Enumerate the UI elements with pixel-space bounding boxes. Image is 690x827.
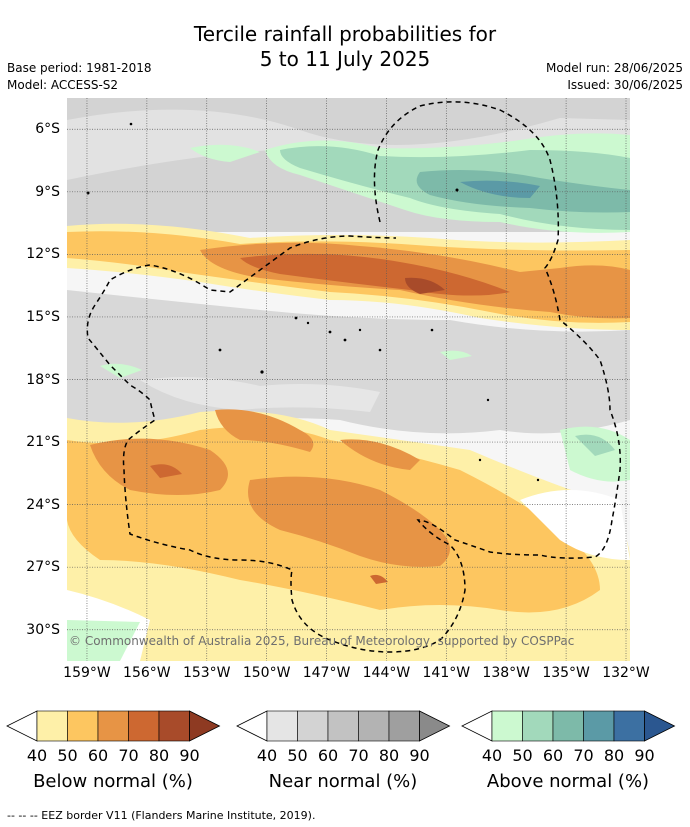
colorbar-tick-label: 50 (287, 746, 308, 765)
colorbar-extend-low (236, 710, 268, 742)
lat-label: 21°S (26, 434, 60, 451)
colorbar-swatch (266, 710, 298, 742)
colorbar-tick-label: 50 (57, 746, 78, 765)
lat-label: 6°S (35, 121, 60, 138)
run-info-right: Model run: 28/06/2025 Issued: 30/06/2025 (546, 60, 683, 94)
colorbar-extend-high (644, 710, 676, 742)
colorbar-extend-high (419, 710, 451, 742)
colorbar-title-above: Above normal (%) (486, 771, 650, 792)
title-line-1: Tercile rainfall probabilities for (193, 22, 497, 46)
colorbar-swatch (388, 710, 420, 742)
lon-label: 156°W (123, 665, 171, 681)
run-info-left: Base period: 1981-2018 Model: ACCESS-S2 (7, 60, 152, 94)
lat-label: 18°S (26, 371, 60, 388)
colorbar-extend-low (461, 710, 493, 742)
white-gap-south-east (520, 490, 630, 560)
below-normal-south-70 (150, 464, 182, 478)
colorbar-tick-label: 40 (26, 746, 48, 765)
islands (86, 122, 540, 482)
eez-border (86, 101, 622, 653)
above-normal-south-west (67, 620, 140, 661)
colorbar-swatch (128, 710, 160, 742)
colorbar-swatch (358, 710, 390, 742)
colorbar-swatch (613, 710, 645, 742)
colorbar-tick-label: 50 (512, 746, 533, 765)
below-normal-band-80 (405, 277, 445, 294)
colorbar-title-below: Below normal (%) (33, 771, 193, 792)
lon-label: 138°W (482, 665, 531, 681)
map-title: Tercile rainfall probabilities for 5 to … (0, 22, 690, 72)
colorbar-swatch (583, 710, 615, 742)
lon-label: 159°W (63, 665, 111, 681)
lat-label: 30°S (26, 621, 60, 638)
lon-label: 147°W (302, 665, 351, 681)
colorbar-near-normal (236, 710, 451, 742)
colorbar-swatch (158, 710, 190, 742)
colorbar-tick-label: 90 (409, 746, 430, 765)
lon-label: 132°W (602, 665, 650, 681)
colorbar-tick-label: 80 (603, 746, 625, 765)
eez-legend: -- -- -- EEZ border V11 (Flanders Marine… (7, 809, 316, 822)
copyright-notice: © Commonwealth of Australia 2025, Bureau… (69, 634, 575, 648)
colorbar-swatch (491, 710, 523, 742)
colorbar-above-normal (461, 710, 676, 742)
colorbar-tick-label: 60 (317, 746, 339, 765)
colorbar-tick-label: 70 (348, 746, 369, 765)
below-normal-south-60-patch (340, 439, 420, 470)
below-normal-south-60-central (248, 476, 450, 567)
issued-date: Issued: 30/06/2025 (567, 78, 683, 92)
above-normal-small-2 (440, 350, 472, 360)
colorbar-swatch (297, 710, 329, 742)
colorbar-tick-label: 70 (573, 746, 594, 765)
below-normal-south-60-north (215, 409, 314, 452)
lat-label: 9°S (35, 183, 60, 200)
colorbar-below-normal (6, 710, 221, 742)
colorbar-swatch (552, 710, 584, 742)
below-normal-band-70 (240, 253, 510, 296)
lon-label: 144°W (362, 665, 411, 681)
lon-label: 153°W (182, 665, 231, 681)
model-run-date: Model run: 28/06/2025 (545, 61, 683, 75)
lat-label: 15°S (26, 308, 60, 325)
colorbar-extend-high (189, 710, 221, 742)
colorbar-tick-label: 60 (87, 746, 109, 765)
colorbar-tick-label: 70 (118, 746, 139, 765)
colorbar-extend-low (6, 710, 38, 742)
above-normal-east-50 (575, 434, 615, 456)
lat-label: 27°S (26, 559, 60, 576)
colorbar-tick-label: 60 (542, 746, 564, 765)
colorbar-swatch (67, 710, 99, 742)
base-period: Base period: 1981-2018 (7, 61, 152, 75)
colorbar-swatch (522, 710, 554, 742)
below-normal-south-70-patch (370, 574, 388, 584)
above-normal-small-1 (100, 363, 142, 378)
lon-label: 135°W (542, 665, 590, 681)
lat-label: 12°S (26, 246, 60, 263)
lon-label: 141°W (422, 665, 471, 681)
model-name: Model: ACCESS-S2 (7, 78, 119, 92)
colorbars (6, 710, 676, 742)
colorbar-title-near: Near normal (%) (268, 771, 418, 792)
lon-label: 150°W (242, 665, 291, 681)
colorbar-tick-label: 90 (634, 746, 655, 765)
near-normal-central-light (140, 377, 380, 412)
colorbar-tick-label: 40 (256, 746, 278, 765)
above-normal-north-70 (460, 180, 540, 198)
colorbar-swatch (36, 710, 68, 742)
colorbar-tick-label: 90 (179, 746, 200, 765)
map-field (67, 98, 630, 661)
above-normal-patch-1 (190, 144, 260, 162)
lat-label: 24°S (26, 496, 60, 513)
colorbar-swatch (97, 710, 129, 742)
colorbar-tick-label: 80 (148, 746, 170, 765)
colorbar-tick-label: 40 (481, 746, 503, 765)
colorbar-tick-label: 80 (378, 746, 400, 765)
colorbar-swatch (327, 710, 359, 742)
title-line-2: 5 to 11 July 2025 (259, 47, 431, 71)
